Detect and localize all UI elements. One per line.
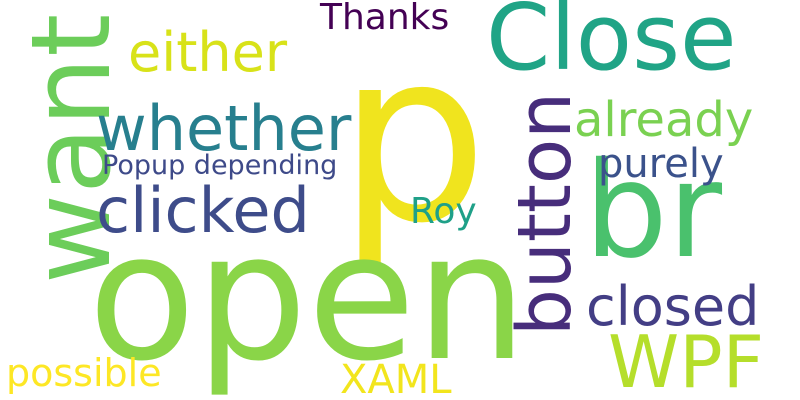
word-purely: purely (598, 141, 724, 187)
word-closed: closed (586, 275, 760, 338)
word-br: br (584, 134, 723, 288)
word-xaml: XAML (340, 357, 452, 400)
word-either: either (128, 21, 288, 84)
word-p: p (338, 0, 488, 275)
word-already: already (574, 92, 754, 148)
word-whether: whether (96, 92, 352, 165)
word-open: open (88, 195, 528, 400)
word-roy: Roy (410, 191, 477, 232)
word-thanks: Thanks (320, 0, 450, 38)
word-clicked: clicked (96, 174, 310, 247)
word-popup-depending: Popup depending (102, 150, 338, 181)
word-possible: possible (6, 351, 162, 395)
word-button: button (502, 91, 588, 336)
word-close: Close (486, 0, 737, 91)
word-wpf: WPF (608, 320, 765, 400)
